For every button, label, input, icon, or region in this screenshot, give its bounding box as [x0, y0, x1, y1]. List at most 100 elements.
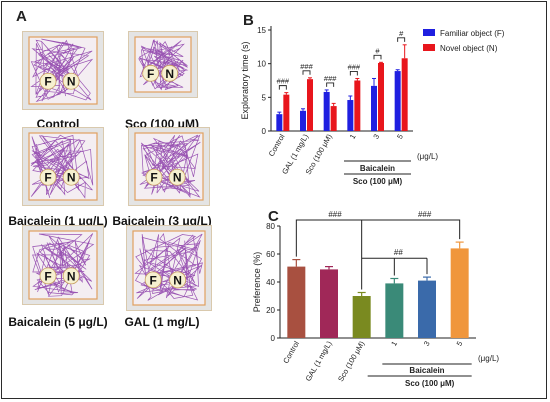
y-axis-label: Preference (%): [252, 252, 262, 313]
object-f-letter: F: [150, 171, 157, 185]
bar: [450, 248, 469, 338]
track-path: [32, 233, 95, 297]
bar: [385, 283, 404, 338]
bar: [320, 269, 338, 338]
object-f-letter: F: [44, 269, 51, 283]
panel-a-letter: A: [16, 8, 27, 25]
x-tick-label: Control: [267, 132, 287, 158]
object-n-letter: N: [165, 67, 174, 81]
x-tick-label: 5: [395, 133, 405, 141]
y-axis-label: Exploratory time (s): [240, 41, 250, 119]
x-tick-label: 3: [371, 133, 381, 141]
x-tick-label: Sco (100 μM): [336, 339, 367, 383]
track-label: Baicalein (5 μg/L): [8, 315, 108, 329]
bar-novel: [283, 94, 290, 131]
bar: [352, 296, 371, 338]
object-f-letter: F: [44, 171, 51, 185]
legend-swatch: [423, 44, 435, 51]
unit-label: (μg/L): [417, 152, 438, 161]
object-n-letter: N: [67, 269, 76, 283]
bar-novel: [354, 80, 361, 131]
object-n-marker: [62, 72, 80, 90]
significance-bracket: [349, 71, 358, 76]
track-label: Baicalein (3 μg/L): [112, 214, 212, 228]
object-n-letter: N: [67, 75, 76, 89]
object-n-marker: [62, 267, 80, 285]
y-tick-label: 10: [257, 60, 266, 69]
significance-bracket: [302, 70, 311, 75]
significance-bracket: [326, 82, 335, 87]
x-tick-label: 3: [422, 340, 432, 348]
group-label-baicalein: Baicalein: [409, 366, 444, 375]
bar-familiar: [394, 71, 401, 131]
group-label-sco: Sco (100 μM): [353, 177, 403, 186]
bar-novel: [307, 79, 313, 131]
object-f-marker: [142, 64, 160, 82]
object-f-marker: [39, 267, 57, 285]
track-label: GAL (1 mg/L): [124, 315, 200, 329]
object-f-letter: F: [147, 67, 154, 81]
significance-label: ###: [300, 62, 313, 71]
comparison-label: ##: [394, 248, 403, 257]
track-label: Baicalein (1 μg/L): [8, 214, 108, 228]
x-tick-label: GAL (1 mg/L): [304, 339, 334, 383]
significance-label: #: [375, 46, 380, 55]
legend-label: Familiar object (F): [440, 29, 505, 38]
object-n-letter: N: [173, 171, 182, 185]
bar: [418, 280, 436, 338]
object-n-marker: [161, 64, 179, 82]
y-tick-label: 5: [262, 93, 267, 102]
chart-c: 0 20 40 60 80 Preference (%) Control GAL (1 mg/…: [252, 210, 499, 388]
y-tick-label: 20: [266, 306, 275, 315]
object-n-marker: [62, 168, 80, 186]
significance-bracket: [397, 37, 406, 42]
group-label-sco: Sco (100 μM): [405, 379, 455, 388]
y-tick-label: 60: [266, 250, 275, 259]
comparison-bracket: [361, 219, 461, 240]
bar-novel: [378, 62, 384, 131]
y-tick-label: 80: [266, 222, 275, 231]
group-label-baicalein: Baicalein: [360, 164, 395, 173]
legend-label: Novel object (N): [440, 44, 498, 53]
bar-familiar: [300, 110, 306, 131]
comparison-bracket: [295, 219, 363, 290]
x-tick-label: 1: [389, 340, 399, 348]
y-tick-label: 0: [271, 334, 276, 343]
bar-familiar: [371, 85, 377, 131]
object-f-marker: [144, 271, 162, 289]
y-tick-label: 15: [257, 26, 266, 35]
track-path: [139, 134, 201, 199]
y-tick-label: 0: [262, 127, 267, 136]
object-n-letter: N: [173, 273, 182, 287]
significance-label: ###: [324, 74, 337, 83]
legend-swatch: [423, 29, 435, 36]
bar: [287, 266, 306, 338]
panel-c-letter: C: [268, 208, 279, 225]
bar-novel: [401, 58, 408, 131]
object-f-marker: [39, 72, 57, 90]
significance-label: ###: [348, 62, 361, 71]
panel-b-letter: B: [243, 12, 254, 29]
unit-label: (μg/L): [478, 354, 499, 363]
track-path: [134, 232, 203, 301]
object-f-letter: F: [44, 75, 51, 89]
bar-familiar: [323, 91, 330, 131]
x-tick-label: 1: [348, 133, 358, 141]
x-tick-label: 5: [455, 340, 465, 348]
object-n-marker: [168, 168, 186, 186]
significance-bracket: [373, 54, 382, 60]
significance-bracket: [278, 85, 287, 90]
